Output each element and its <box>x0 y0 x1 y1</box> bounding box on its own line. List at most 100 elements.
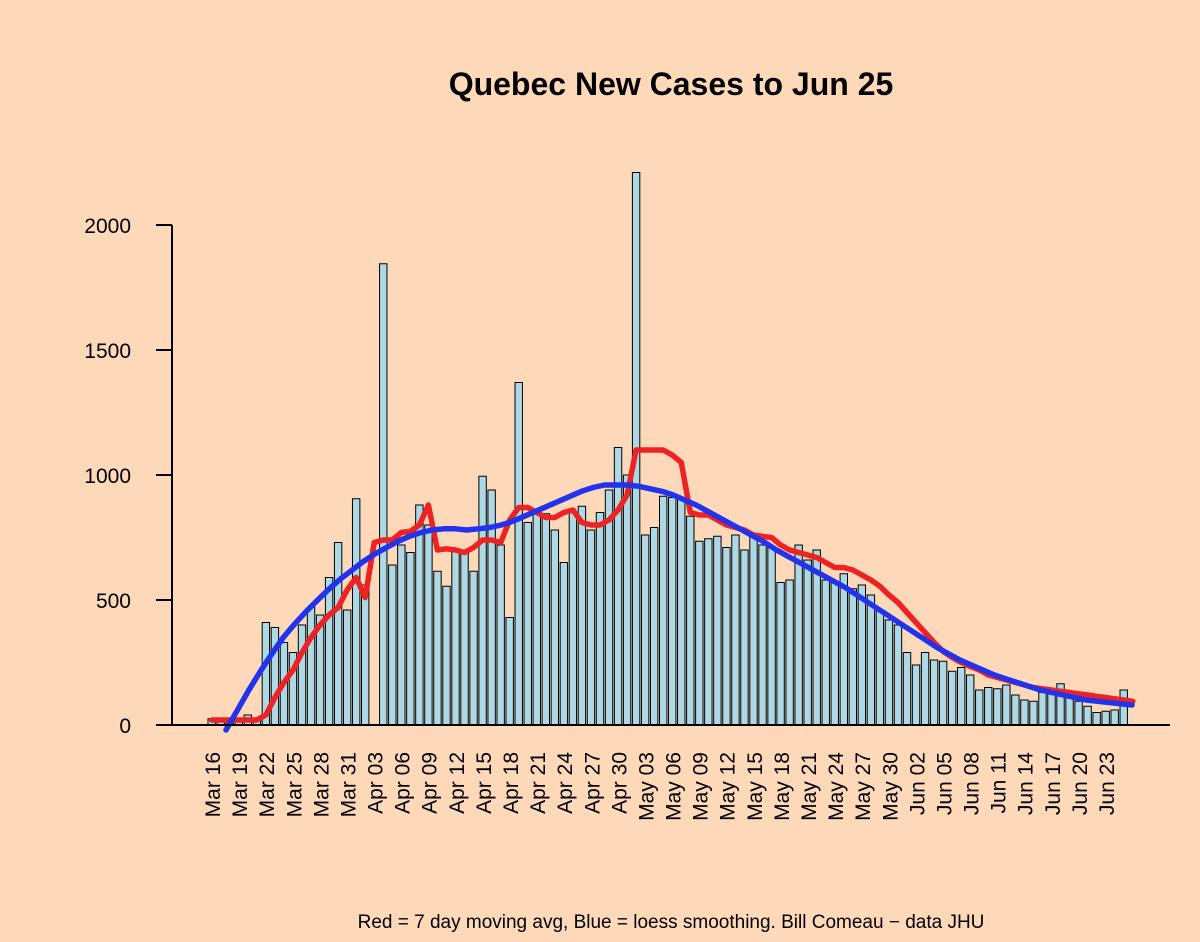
bar <box>938 660 948 726</box>
x-tick-label: May 03 <box>635 752 658 821</box>
x-tick-label: Jun 02 <box>906 752 929 815</box>
bar <box>740 549 749 726</box>
x-tick-label: Mar 19 <box>229 752 252 817</box>
x-tick-label: Apr 15 <box>473 752 496 814</box>
bar <box>821 579 830 726</box>
bar <box>1074 700 1083 726</box>
bar <box>1083 705 1092 726</box>
bar <box>1047 692 1056 726</box>
bar <box>884 619 894 726</box>
bar <box>1011 694 1020 726</box>
bar <box>559 562 569 726</box>
bar <box>722 547 731 726</box>
x-tick-label: Jun 05 <box>933 752 956 815</box>
x-tick-label: Apr 24 <box>554 752 577 814</box>
x-tick-label: Apr 12 <box>446 752 469 814</box>
bar <box>514 382 523 726</box>
y-tick-label: 2000 <box>84 215 131 238</box>
bar <box>686 515 695 726</box>
bar <box>866 594 876 726</box>
bar <box>406 552 415 726</box>
bar <box>586 529 596 726</box>
bar <box>541 513 551 726</box>
bar <box>1020 699 1029 726</box>
y-tick-label: 1000 <box>84 465 131 488</box>
x-tick-label: Mar 31 <box>337 752 360 817</box>
bar <box>577 505 587 726</box>
bar <box>767 547 776 726</box>
bar <box>1038 692 1047 726</box>
bar <box>595 512 605 726</box>
y-tick-label: 0 <box>119 715 131 738</box>
bar <box>297 624 307 726</box>
bar <box>351 498 361 726</box>
bar <box>830 582 839 726</box>
bar <box>433 570 442 726</box>
x-tick-label: Jun 11 <box>988 752 1011 814</box>
bar <box>956 667 966 726</box>
lines-group <box>208 447 1136 733</box>
bar <box>379 263 388 726</box>
bar <box>649 527 659 726</box>
x-tick-label: Apr 18 <box>500 752 523 814</box>
bar <box>875 609 885 726</box>
bar <box>857 584 867 726</box>
bar <box>803 559 812 726</box>
bar <box>550 529 560 726</box>
bar <box>731 534 740 726</box>
bar <box>523 522 532 726</box>
bar <box>776 582 785 726</box>
bar <box>1110 709 1119 726</box>
bar <box>1029 700 1038 726</box>
bar <box>893 624 903 726</box>
x-tick-label: Jun 17 <box>1042 752 1065 815</box>
bar <box>451 549 460 726</box>
bar <box>415 504 424 726</box>
bar <box>622 474 632 726</box>
bar <box>532 513 541 726</box>
x-tick-label: Apr 21 <box>527 752 550 814</box>
chart-caption: Red = 7 day moving avg, Blue = loess smo… <box>357 912 985 933</box>
x-tick-label: Jun 23 <box>1096 752 1119 815</box>
bar <box>424 524 433 726</box>
x-tick-label: May 15 <box>744 752 767 821</box>
bar <box>640 534 650 726</box>
bar <box>1101 710 1110 726</box>
bar <box>713 535 722 726</box>
x-tick-label: Jun 08 <box>961 752 984 815</box>
x-tick-label: May 30 <box>879 752 902 821</box>
bar <box>568 512 578 726</box>
y-axis: 0 500 1000 1500 2000 <box>84 215 173 738</box>
bar <box>947 670 957 726</box>
x-tick-label: Mar 22 <box>256 752 279 817</box>
bar <box>1119 689 1128 726</box>
bar <box>902 652 912 726</box>
bar <box>460 549 469 726</box>
bar <box>1065 697 1074 726</box>
x-tick-label: Apr 09 <box>419 752 442 814</box>
x-tick-label: Apr 27 <box>581 752 604 814</box>
bar <box>613 447 623 726</box>
bar <box>848 588 858 726</box>
bar <box>342 609 352 726</box>
bar <box>839 573 848 726</box>
x-tick-label: Mar 25 <box>283 752 306 817</box>
bar <box>659 495 668 726</box>
x-tick-label: Apr 30 <box>608 752 631 814</box>
bars-group <box>207 172 1128 726</box>
bar <box>695 540 704 726</box>
y-tick-label: 500 <box>96 590 131 613</box>
bar <box>388 564 397 726</box>
y-tick-label: 1500 <box>84 340 131 363</box>
bar <box>505 617 514 726</box>
x-tick-label: Apr 06 <box>392 752 415 814</box>
bar <box>911 664 921 726</box>
chart-title: Quebec New Cases to Jun 25 <box>448 66 894 102</box>
bar <box>758 544 767 726</box>
bar <box>920 652 930 726</box>
x-tick-label: May 21 <box>798 752 821 821</box>
bar <box>704 538 713 726</box>
bar <box>668 497 677 726</box>
x-tick-label: Mar 16 <box>202 752 225 817</box>
loess-line <box>223 482 1135 733</box>
